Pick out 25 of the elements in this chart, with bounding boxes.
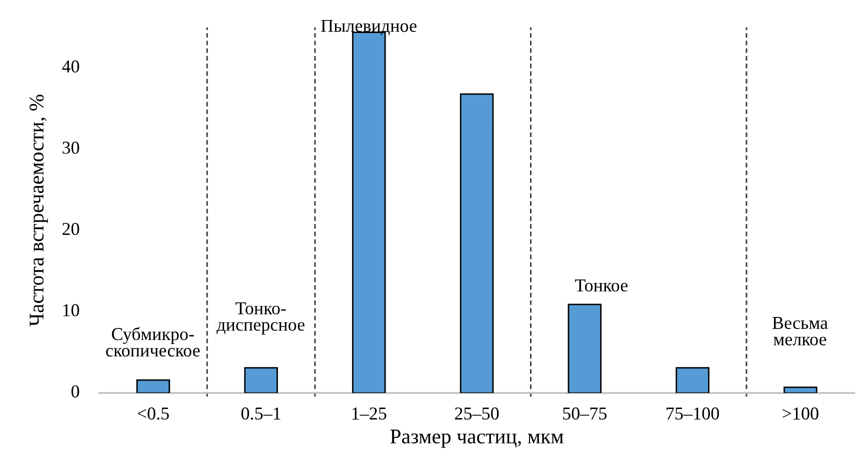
x-tick-label: 1–25 <box>352 407 386 420</box>
bar <box>244 367 278 394</box>
x-tick-label: 50–75 <box>563 407 607 420</box>
y-tick-label: 10 <box>63 304 80 316</box>
y-tick-label: 30 <box>62 142 80 154</box>
x-tick-label: >100 <box>782 407 818 420</box>
bar <box>784 386 818 394</box>
annotation: Тонко- дисперсное <box>216 302 304 334</box>
x-tick-label: 25–50 <box>455 407 499 420</box>
annotation: Весьма мелкое <box>772 317 828 346</box>
bar <box>460 93 494 394</box>
y-axis-title: Частота встречаемости, % <box>30 94 48 326</box>
x-axis-title: Размер частиц, мкм <box>390 430 564 448</box>
bar <box>136 379 170 394</box>
y-tick-label: 0 <box>71 385 80 398</box>
annotation: Тонкое <box>574 280 628 292</box>
bar <box>568 304 602 394</box>
x-tick-label: 0.5–1 <box>241 407 280 420</box>
x-tick-label: <0.5 <box>138 407 169 420</box>
y-tick-label: 40 <box>62 60 80 73</box>
y-tick-label: 20 <box>62 222 80 236</box>
bar <box>676 367 710 394</box>
annotation: Субмикро- скопическое <box>106 327 200 357</box>
x-tick-label: 75–100 <box>666 407 719 420</box>
annotation: Пылевидное <box>321 20 416 36</box>
